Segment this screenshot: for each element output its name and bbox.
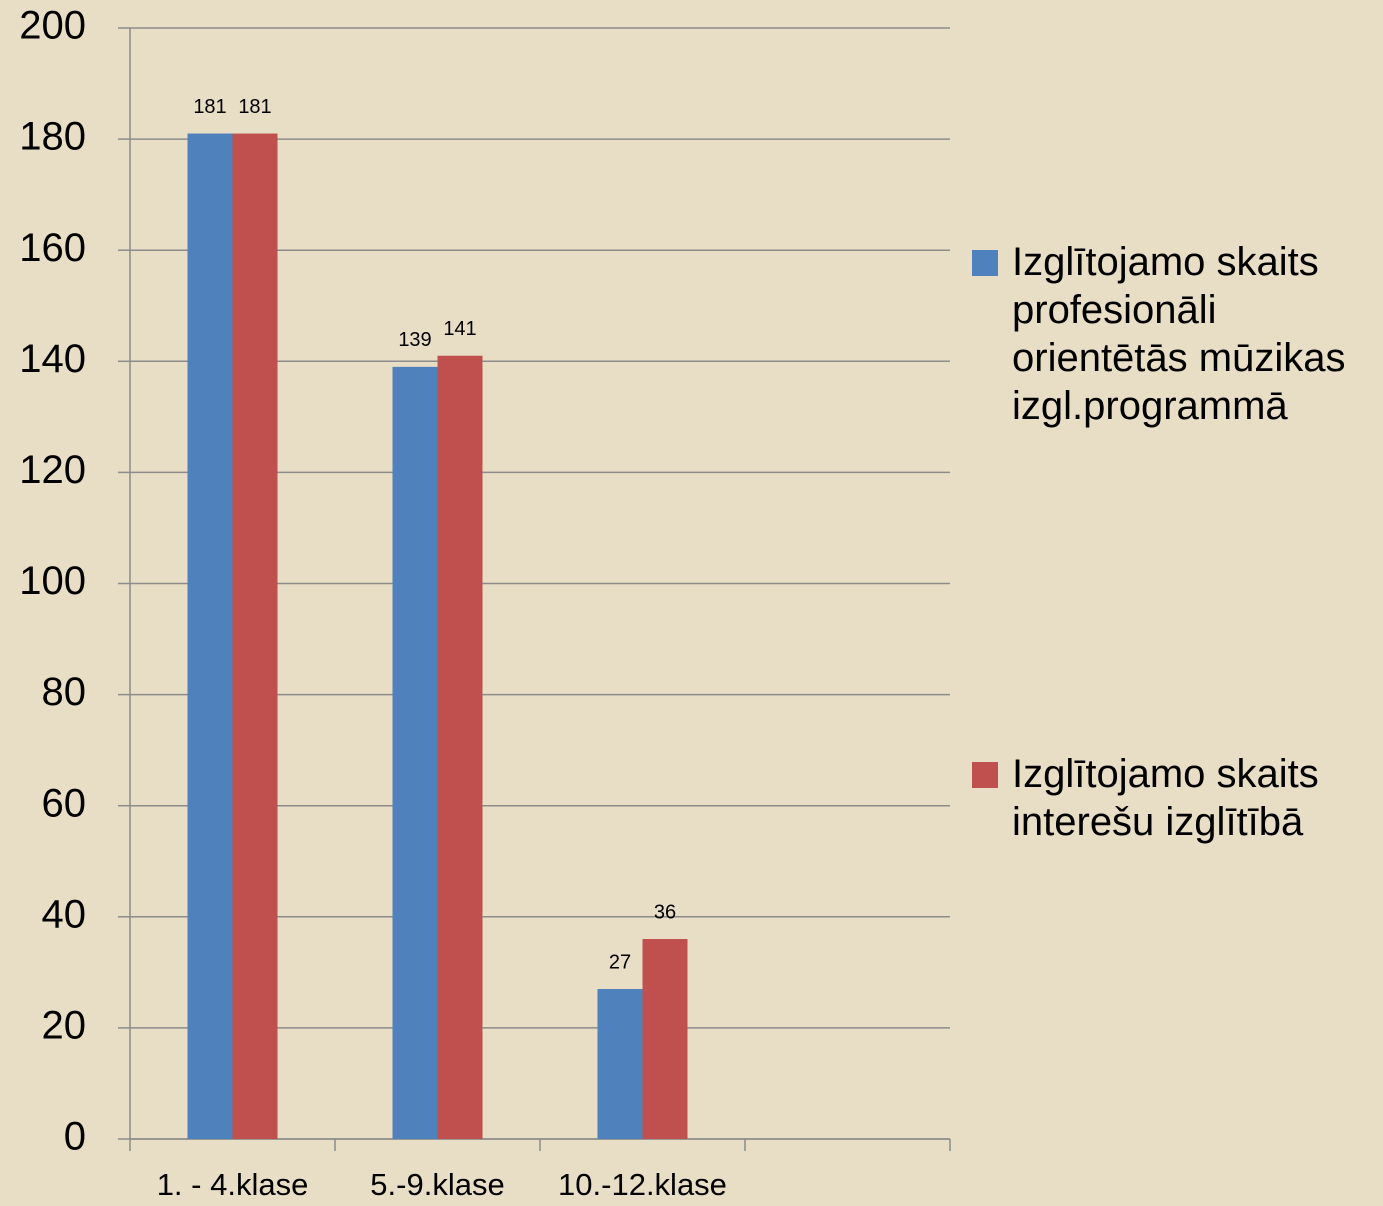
legend-swatch (972, 250, 998, 276)
y-tick-label: 100 (19, 559, 86, 603)
data-label: 139 (398, 329, 431, 351)
bar (187, 133, 233, 1140)
y-tick-label: 80 (42, 670, 87, 714)
data-label: 181 (238, 96, 271, 118)
x-tick-label: 5.-9.klase (370, 1167, 504, 1202)
legend-label: Izglītojamo skaits profesionāli orientēt… (1012, 240, 1346, 428)
x-tick-label: 1. - 4.klase (157, 1167, 309, 1202)
data-label: 27 (609, 951, 631, 973)
data-label: 36 (654, 901, 676, 923)
bar (232, 133, 278, 1140)
legend-item: Izglītojamo skaits interešu izglītībā (972, 750, 1372, 846)
legend-item: Izglītojamo skaits profesionāli orientēt… (972, 238, 1372, 430)
bar (642, 939, 688, 1139)
bar (437, 355, 483, 1139)
y-tick-label: 120 (19, 448, 86, 492)
data-label: 141 (443, 318, 476, 340)
y-tick-label: 0 (64, 1115, 86, 1159)
y-tick-label: 40 (42, 892, 87, 936)
x-tick-label: 10.-12.klase (558, 1167, 727, 1202)
legend-swatch (972, 762, 998, 788)
bar (597, 989, 643, 1139)
y-tick-label: 180 (19, 115, 86, 159)
legend-label: Izglītojamo skaits interešu izglītībā (1012, 752, 1319, 844)
y-tick-label: 140 (19, 337, 86, 381)
y-tick-label: 20 (42, 1003, 87, 1047)
y-tick-label: 60 (42, 781, 87, 825)
data-label: 181 (193, 96, 226, 118)
y-tick-label: 160 (19, 226, 86, 270)
bar (392, 366, 438, 1140)
y-tick-label: 200 (19, 4, 86, 48)
